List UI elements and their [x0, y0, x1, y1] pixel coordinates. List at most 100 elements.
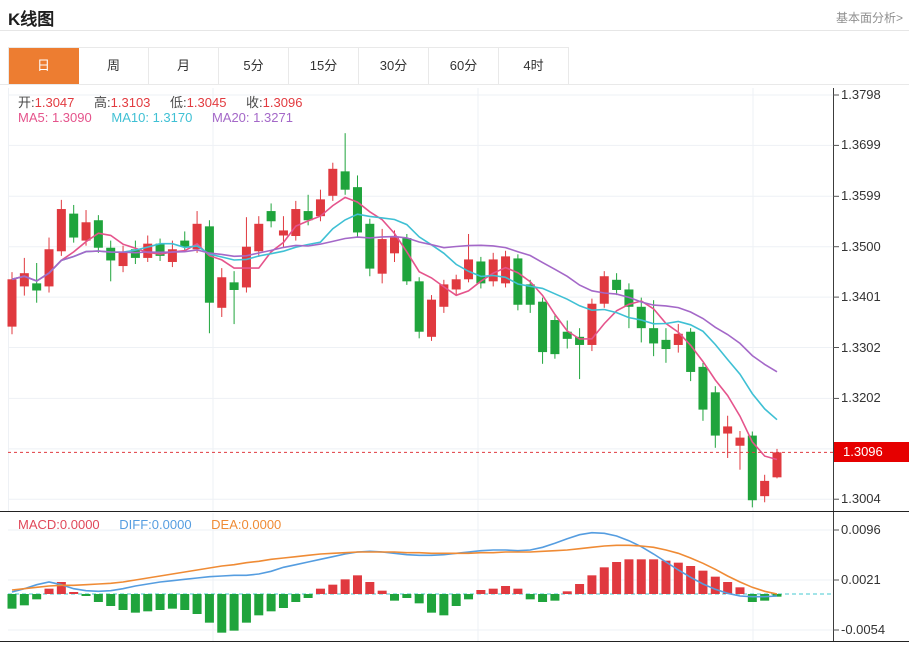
dea-label: DEA:	[211, 517, 242, 532]
macd-bar-positive	[575, 584, 585, 594]
candle-body-down	[180, 240, 190, 247]
candlestick-chart	[7, 88, 839, 512]
macd-bar-negative	[180, 594, 190, 610]
candle-body-down	[538, 301, 548, 353]
candle-body-up	[723, 426, 733, 434]
tab-interval-6[interactable]: 60分	[429, 48, 499, 84]
high-label: 高:	[94, 95, 111, 110]
macd-bar-negative	[19, 594, 29, 606]
macd-bar-positive	[315, 588, 325, 594]
price-axis-label: 1.3699	[841, 137, 881, 153]
macd-bar-negative	[192, 594, 202, 614]
candle-body-up	[760, 480, 770, 497]
price-axis-label: 1.3302	[841, 339, 881, 355]
macd-bar-positive	[365, 582, 375, 594]
macd-bar-positive	[352, 575, 362, 594]
macd-bar-positive	[476, 590, 486, 594]
price-axis-label: 1.3798	[841, 87, 881, 102]
candles-group	[7, 133, 782, 508]
macd-bar-positive	[636, 559, 646, 594]
candle-body-down	[303, 211, 313, 221]
candle-body-up	[439, 284, 449, 307]
macd-bar-negative	[402, 594, 412, 598]
candle-body-up	[488, 259, 498, 282]
macd-bar-negative	[217, 594, 227, 633]
macd-bar-positive	[599, 567, 609, 594]
candle-body-up	[328, 168, 338, 196]
tab-interval-1[interactable]: 周	[79, 48, 149, 84]
tab-interval-0[interactable]: 日	[9, 48, 79, 84]
macd-bar-negative	[538, 594, 548, 602]
macd-bar-negative	[525, 594, 535, 600]
tab-interval-5[interactable]: 30分	[359, 48, 429, 84]
macd-bar-positive	[624, 559, 634, 594]
macd-bar-negative	[291, 594, 301, 602]
macd-bar-negative	[414, 594, 424, 604]
tab-interval-3[interactable]: 5分	[219, 48, 289, 84]
candle-body-down	[402, 238, 412, 282]
macd-bar-positive	[698, 570, 708, 594]
diff-label: DIFF:	[119, 517, 152, 532]
tab-interval-2[interactable]: 月	[149, 48, 219, 84]
ma10-label: MA10:	[111, 110, 149, 125]
macd-bars-group	[7, 559, 782, 633]
low-label: 低:	[170, 95, 187, 110]
price-axis-label: 1.3500	[841, 238, 881, 254]
candle-body-up	[673, 333, 683, 345]
macd-bar-positive	[735, 587, 745, 594]
candle-body-down	[106, 247, 116, 261]
macd-bar-positive	[501, 586, 511, 594]
macd-bar-negative	[167, 594, 177, 609]
candle-body-down	[69, 213, 79, 238]
macd-bar-positive	[340, 579, 350, 594]
macd-bar-positive	[686, 566, 696, 594]
ma10-line	[11, 213, 778, 421]
candle-body-up	[56, 209, 66, 252]
candle-body-up	[167, 249, 177, 262]
candle-body-up	[81, 222, 91, 241]
interval-tabbar: 日周月 5分 15分 30分 60分 4时	[8, 47, 569, 85]
ma20-value: 1.3271	[253, 110, 293, 125]
macd-label: MACD:	[18, 517, 60, 532]
candle-body-down	[661, 339, 671, 350]
macd-bar-negative	[204, 594, 214, 623]
ma10-value: 1.3170	[152, 110, 193, 125]
fundamental-analysis-link[interactable]: 基本面分析>	[835, 11, 903, 25]
macd-bar-negative	[464, 594, 474, 600]
candle-body-down	[513, 258, 523, 305]
price-axis-label: 1.3004	[841, 491, 881, 507]
candle-body-up	[241, 246, 251, 288]
macd-bar-positive	[513, 588, 523, 594]
macd-value: 0.0000	[59, 517, 100, 532]
dea-value: 0.0000	[241, 517, 282, 532]
tab-interval-7[interactable]: 4时	[499, 48, 568, 84]
macd-chart	[7, 512, 839, 642]
candle-body-down	[525, 284, 535, 305]
last-price-badge: 1.3096	[834, 442, 909, 463]
candle-body-down	[340, 171, 350, 190]
macd-bar-negative	[439, 594, 449, 616]
candle-body-down	[352, 187, 362, 233]
macd-bar-positive	[328, 584, 338, 594]
candle-body-up	[143, 243, 153, 258]
candle-body-down	[710, 392, 720, 436]
tab-interval-4[interactable]: 15分	[289, 48, 359, 84]
macd-bar-negative	[81, 594, 91, 596]
macd-bar-positive	[44, 588, 54, 594]
candle-body-down	[130, 249, 140, 258]
macd-bar-negative	[747, 594, 757, 602]
candle-body-down	[649, 328, 659, 344]
candle-body-up	[735, 437, 745, 446]
diff-value: 0.0000	[151, 517, 192, 532]
macd-bar-positive	[56, 582, 66, 594]
candle-body-up	[19, 273, 29, 287]
macd-bar-positive	[710, 576, 720, 594]
candle-body-up	[7, 279, 17, 327]
macd-axis-label: 0.0096	[841, 522, 881, 537]
close-label: 收:	[246, 95, 263, 110]
macd-bar-negative	[93, 594, 103, 602]
candle-body-up	[118, 252, 128, 267]
close-value: 1.3096	[262, 95, 303, 110]
macd-bar-negative	[229, 594, 239, 631]
